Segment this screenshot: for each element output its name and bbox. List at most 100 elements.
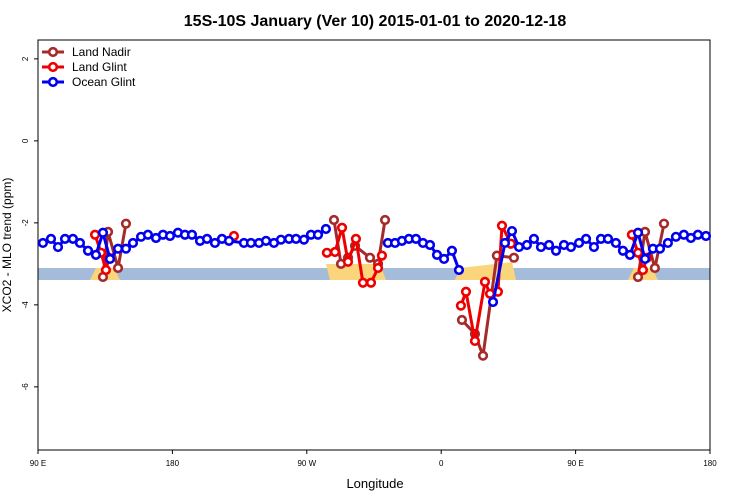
data-point xyxy=(496,220,508,231)
data-point xyxy=(312,229,324,240)
data-point xyxy=(97,227,109,238)
x-tick-label: 90 W xyxy=(297,459,316,468)
data-point xyxy=(201,233,213,244)
data-point xyxy=(521,239,533,251)
data-point xyxy=(460,286,472,297)
data-point xyxy=(298,234,310,245)
data-point xyxy=(453,264,465,276)
data-point xyxy=(186,229,198,240)
data-point xyxy=(59,233,71,244)
data-point xyxy=(528,233,540,244)
data-point xyxy=(336,222,348,233)
data-point xyxy=(275,234,287,245)
data-point xyxy=(376,250,388,261)
data-point xyxy=(487,296,499,308)
data-point xyxy=(104,253,116,265)
data-point xyxy=(508,252,520,263)
legend-label: Land Nadir xyxy=(72,45,131,59)
data-point xyxy=(328,214,340,226)
legend-marker xyxy=(47,61,59,73)
data-point xyxy=(550,245,562,256)
data-point xyxy=(82,245,94,256)
data-point xyxy=(320,223,332,235)
data-point xyxy=(45,233,57,244)
data-point xyxy=(662,237,673,249)
data-point xyxy=(610,237,622,249)
data-point xyxy=(632,271,644,283)
legend-label: Ocean Glint xyxy=(72,75,136,89)
data-point xyxy=(342,256,354,267)
data-point xyxy=(112,262,124,274)
data-point xyxy=(692,229,704,240)
data-point xyxy=(37,237,49,249)
data-point xyxy=(89,229,101,240)
legend-label: Land Glint xyxy=(72,60,127,74)
data-point xyxy=(455,300,467,311)
data-point xyxy=(74,237,86,249)
data-point xyxy=(617,245,629,256)
data-point xyxy=(127,237,139,249)
data-point xyxy=(290,233,302,244)
data-point xyxy=(120,243,132,254)
data-point xyxy=(446,245,458,256)
data-point xyxy=(112,243,124,254)
y-axis-label: XCO2 - MLO trend (ppm) xyxy=(0,178,14,313)
y-tick-label: -6 xyxy=(21,383,30,391)
x-tick-label: 180 xyxy=(166,459,180,468)
data-point xyxy=(431,249,443,260)
data-point xyxy=(543,239,555,251)
data-point xyxy=(372,262,384,274)
data-point xyxy=(624,249,636,260)
plot-frame xyxy=(37,39,711,451)
data-point xyxy=(350,233,362,244)
data-point xyxy=(100,264,112,276)
data-point xyxy=(52,241,64,253)
data-point xyxy=(469,335,481,347)
data-point xyxy=(424,239,436,251)
data-point xyxy=(321,247,333,258)
data-point xyxy=(479,276,491,288)
data-point xyxy=(700,230,712,242)
data-point xyxy=(164,230,176,242)
data-point xyxy=(670,231,682,242)
data-point xyxy=(513,241,525,253)
data-point xyxy=(90,249,102,260)
data-point xyxy=(632,227,644,238)
data-point xyxy=(573,237,585,249)
legend-marker xyxy=(47,76,59,88)
data-point xyxy=(499,237,511,249)
data-point xyxy=(637,264,649,276)
x-tick-label: 90 E xyxy=(30,459,46,468)
x-tick-label: 180 xyxy=(703,459,717,468)
data-point xyxy=(357,277,369,288)
data-point xyxy=(209,237,221,249)
data-point xyxy=(580,233,592,244)
data-point xyxy=(142,229,154,240)
data-point xyxy=(602,233,614,244)
data-point xyxy=(379,214,391,226)
chart-title: 15S-10S January (Ver 10) 2015-01-01 to 2… xyxy=(184,13,567,30)
data-point xyxy=(565,241,577,253)
data-point xyxy=(506,225,518,237)
data-point xyxy=(67,233,79,244)
data-point xyxy=(632,247,644,258)
data-point xyxy=(658,218,670,229)
data-point xyxy=(649,262,660,274)
x-axis-label: Longitude xyxy=(346,476,403,491)
data-point xyxy=(245,237,257,249)
data-point xyxy=(364,252,376,263)
data-point xyxy=(588,241,600,253)
legend-marker xyxy=(47,46,59,58)
data-point xyxy=(120,218,132,229)
data-point xyxy=(456,314,468,326)
data-point xyxy=(438,253,450,265)
data-point xyxy=(365,277,377,288)
data-point xyxy=(260,235,272,246)
data-point xyxy=(477,350,489,361)
data-point xyxy=(639,253,651,265)
data-point xyxy=(535,241,547,253)
y-tick-label: -2 xyxy=(21,219,30,227)
data-point xyxy=(223,235,235,246)
